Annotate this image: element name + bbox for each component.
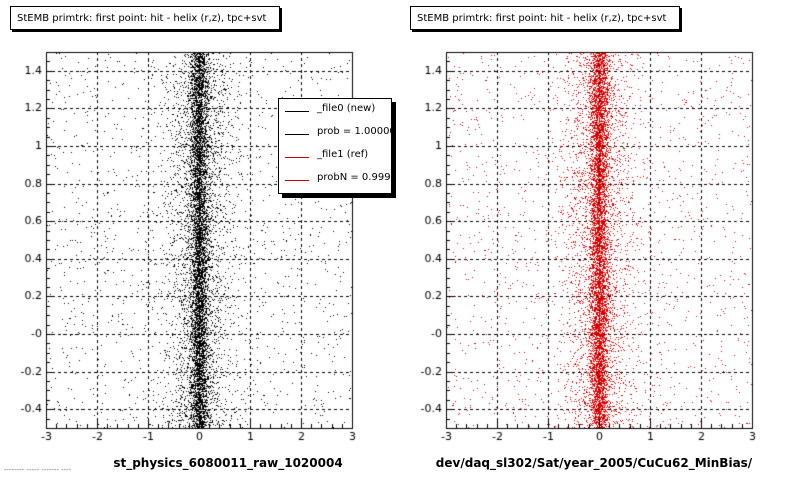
legend-entry-prob: prob = 1.000000	[279, 124, 391, 144]
legend-line-file0	[285, 111, 309, 112]
legend-entry-file1: _file1 (ref)	[279, 147, 391, 167]
legend-line-file1	[285, 157, 309, 158]
legend-label-file1: _file1 (ref)	[317, 149, 369, 160]
legend-label-probn: probN = 0.999940	[317, 172, 391, 183]
legend-entry-probn: probN = 0.999940	[279, 170, 391, 190]
footer-text: -------- ----- ------- ----	[4, 466, 72, 474]
left-plot-title: StEMB primtrk: first point: hit - helix …	[10, 6, 280, 30]
legend-entry-file0: _file0 (new)	[279, 101, 391, 121]
legend-line-probn	[285, 180, 309, 181]
left-x-axis-label: st_physics_6080011_raw_1020004	[113, 456, 343, 470]
right-x-axis-label: dev/daq_sl302/Sat/year_2005/CuCu62_MinBi…	[435, 456, 753, 470]
legend-line-prob	[285, 134, 309, 135]
legend-label-prob: prob = 1.000000	[317, 126, 391, 137]
right-plot-title: StEMB primtrk: first point: hit - helix …	[410, 6, 680, 30]
legend: _file0 (new) prob = 1.000000 _file1 (ref…	[278, 98, 392, 194]
legend-label-file0: _file0 (new)	[317, 103, 376, 114]
